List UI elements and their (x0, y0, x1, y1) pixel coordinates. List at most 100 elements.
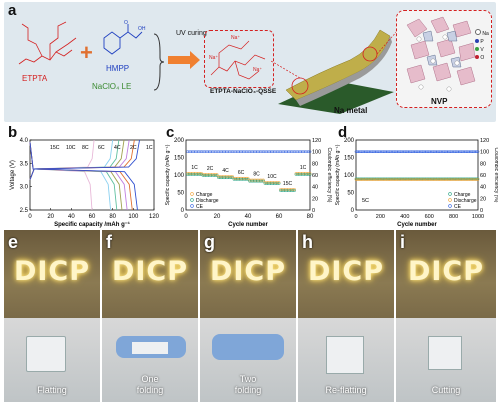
discharge-curve-1C (29, 142, 138, 211)
legend-label-Charge: Charge (196, 192, 213, 198)
y2-tick-label: 20 (312, 196, 318, 202)
ce-point (277, 150, 281, 154)
ce-point (242, 150, 245, 154)
rate-label-15C: 15C (283, 181, 293, 187)
ce-point (293, 150, 296, 154)
ce-point (285, 150, 289, 154)
legend-marker-CE (448, 204, 452, 208)
panel-d-label: d (338, 124, 348, 141)
rate-label-1C: 1C (191, 165, 198, 171)
x-tick-label: 20 (214, 214, 221, 220)
ce-point (209, 150, 213, 154)
legend-label-Discharge: Discharge (196, 198, 219, 204)
rate-label-4C: 4C (222, 168, 229, 174)
ce-point (290, 150, 293, 154)
ce-point (211, 150, 214, 154)
ce-point (229, 150, 233, 154)
ce-point (234, 150, 237, 154)
ce-point (279, 150, 282, 154)
x-tick-label: 800 (449, 214, 458, 220)
ce-point (260, 150, 264, 154)
na-ion-label-2: Na⁺ (209, 55, 219, 61)
ce-point (220, 150, 224, 154)
ce-point (282, 150, 286, 154)
caption-cutting: Cutting (431, 385, 461, 395)
ce-point (269, 150, 273, 154)
legend-label-Discharge: Discharge (454, 198, 477, 204)
rate-label-4C: 4C (114, 145, 121, 151)
y-tick-label: 4.0 (20, 138, 29, 144)
discharge-point (308, 173, 312, 176)
y-axis-label: Voltage (V) (10, 160, 16, 190)
x-tick-label: 0 (184, 214, 188, 220)
panel-b-label: b (8, 124, 18, 141)
charge-point (277, 181, 281, 184)
ce-point (235, 150, 239, 154)
x-tick-label: 100 (128, 214, 139, 220)
ce-point (189, 150, 192, 154)
photo-one-folding: DICP f One folding (102, 230, 198, 402)
pouch-cell (326, 336, 364, 374)
ce-point (204, 150, 208, 154)
ce-point (214, 150, 217, 154)
ce-point (475, 150, 479, 154)
rate-label-2C: 2C (130, 145, 137, 151)
y2-tick-label: 100 (312, 150, 321, 156)
caption-flatting: Flatting (37, 385, 67, 395)
ce-point (212, 150, 216, 154)
ce-point (197, 150, 200, 154)
caption-re-flatting: Re-flatting (325, 385, 367, 395)
ce-point (262, 150, 265, 154)
photo-flatting: DICP e Flatting (4, 230, 100, 402)
ce-point (218, 150, 222, 154)
ce-point (207, 150, 211, 154)
y-axis-label: Specific capacity (mAh g⁻¹) (165, 144, 171, 205)
rate-label-15C: 15C (50, 145, 60, 151)
ce-point (231, 150, 234, 154)
y2-tick-label: 20 (480, 196, 486, 202)
ce-point (266, 150, 270, 154)
ce-point (274, 150, 278, 154)
etpta-structure (18, 21, 77, 65)
x-tick-label: 40 (68, 214, 75, 220)
plot-frame (185, 139, 311, 211)
discharge-point (231, 176, 234, 180)
legend-marker-Charge (190, 192, 194, 196)
y-tick-label: 50 (347, 191, 354, 197)
ce-point (249, 150, 253, 154)
ce-point (200, 150, 203, 154)
x-tick-label: 600 (425, 214, 434, 220)
ce-point (254, 150, 258, 154)
ce-point (257, 150, 261, 154)
y2-tick-label: 60 (312, 173, 318, 179)
ce-point (307, 150, 310, 154)
nvp-label: NVP (431, 97, 448, 106)
panel-e-label: e (8, 232, 19, 252)
y2-tick-label: 40 (312, 185, 318, 191)
rate-label: 5C (362, 198, 369, 204)
y-tick-label: 200 (344, 138, 355, 144)
x-tick-label: 1000 (472, 214, 484, 220)
ce-point (263, 150, 267, 154)
y-tick-label: 3.5 (20, 161, 29, 167)
x-tick-label: 400 (400, 214, 409, 220)
ce-point (283, 150, 287, 154)
pouch-cell (428, 336, 462, 370)
nvp-crystal (406, 16, 476, 92)
ce-point (305, 150, 309, 154)
bracket (153, 33, 165, 91)
panel-h-label: h (302, 232, 313, 252)
rate-label-2C: 2C (207, 166, 214, 172)
rate-label-6C: 6C (98, 145, 105, 151)
y2-tick-label: 120 (312, 138, 321, 144)
rate-performance-chart: 0 20 40 60 80050100150200020406080100120Cycl… (165, 138, 332, 228)
ce-point (280, 150, 284, 154)
ce-point (221, 150, 225, 154)
rate-label-6C: 6C (238, 170, 245, 176)
na-ion-label: Na⁺ (231, 35, 241, 41)
na-ion-label-3: Na⁺ (253, 67, 263, 73)
ce-point (300, 150, 304, 154)
ce-point (476, 150, 480, 154)
rate-label-1C: 1C (146, 145, 153, 151)
charge-point (262, 178, 265, 182)
